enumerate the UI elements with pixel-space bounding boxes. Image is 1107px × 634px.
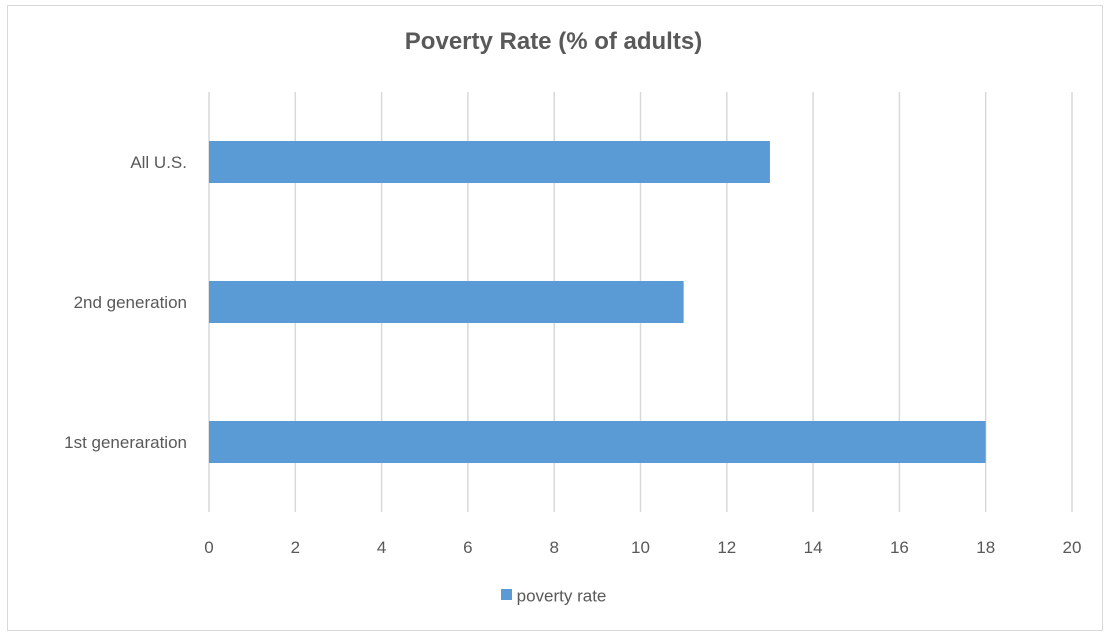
legend-label: poverty rate — [516, 586, 607, 606]
bar — [209, 281, 684, 323]
bar — [209, 141, 770, 183]
category-label: 2nd generation — [74, 293, 187, 312]
category-label: All U.S. — [130, 153, 187, 172]
bar — [209, 421, 986, 463]
x-axis-tick-labels: 0 2 4 6 8 10 12 14 16 18 20 — [204, 538, 1081, 557]
category-label: 1st generaration — [64, 433, 187, 452]
x-tick-label: 8 — [549, 538, 558, 557]
x-tick-label: 18 — [976, 538, 995, 557]
x-tick-label: 2 — [291, 538, 300, 557]
legend: poverty rate — [0, 586, 1107, 607]
x-tick-label: 4 — [377, 538, 386, 557]
chart-title: Poverty Rate (% of adults) — [404, 28, 703, 55]
x-tick-label: 6 — [463, 538, 472, 557]
x-tick-label: 16 — [890, 538, 909, 557]
x-tick-label: 10 — [631, 538, 650, 557]
legend-swatch — [500, 589, 512, 601]
x-tick-label: 14 — [804, 538, 823, 557]
x-tick-label: 0 — [204, 538, 213, 557]
x-tick-label: 20 — [1063, 538, 1082, 557]
bars — [209, 141, 986, 463]
y-axis-category-labels: 1st generaration 2nd generation All U.S. — [64, 153, 187, 452]
x-tick-label: 12 — [717, 538, 736, 557]
